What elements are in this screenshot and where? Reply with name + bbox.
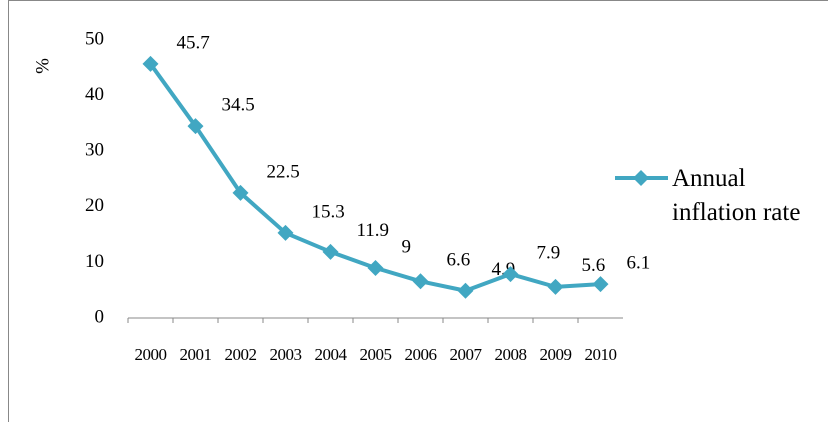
x-tick-label: 2006 [405,345,437,364]
legend-label: Annual inflation rate [672,165,801,226]
legend-marker [633,170,649,186]
data-label: 22.5 [267,161,300,182]
x-tick-label: 2008 [495,345,527,364]
x-tick-label: 2001 [180,345,212,364]
marker [277,224,294,241]
marker [592,276,609,293]
y-tick-label: 20 [85,195,104,216]
x-tick-label: 2003 [270,345,302,364]
y-tick-label: 10 [85,251,104,272]
y-tick-label: 30 [85,140,104,161]
marker [367,259,384,276]
data-label: 9 [402,236,412,257]
x-tick-label: 2000 [135,345,167,364]
y-tick-label: 0 [95,306,105,327]
frame [8,0,828,422]
data-label: 6.6 [447,250,471,271]
x-tick-label: 2005 [360,345,392,364]
data-label: 15.3 [312,201,345,222]
marker [502,266,519,283]
y-axis-label: % [32,58,53,74]
series-line [148,62,601,293]
y-tick-label: 50 [85,28,104,49]
x-tick-label: 2009 [540,345,572,364]
marker [187,118,204,135]
data-label: 34.5 [222,95,255,116]
x-tick-label: 2007 [450,345,483,364]
data-label: 11.9 [357,220,390,241]
marker [412,273,429,290]
data-label: 7.9 [537,242,561,263]
marker [457,282,474,299]
data-label: 6.1 [627,252,651,273]
marker [142,55,159,72]
marker [322,243,339,260]
x-tick-label: 2010 [585,345,617,364]
y-tick-label: 40 [85,84,104,105]
marker [232,184,249,201]
data-label: 5.6 [582,255,606,276]
x-tick-label: 2002 [225,345,257,364]
x-tick-label: 2004 [315,345,348,364]
marker [547,278,564,295]
data-label: 45.7 [177,32,210,53]
